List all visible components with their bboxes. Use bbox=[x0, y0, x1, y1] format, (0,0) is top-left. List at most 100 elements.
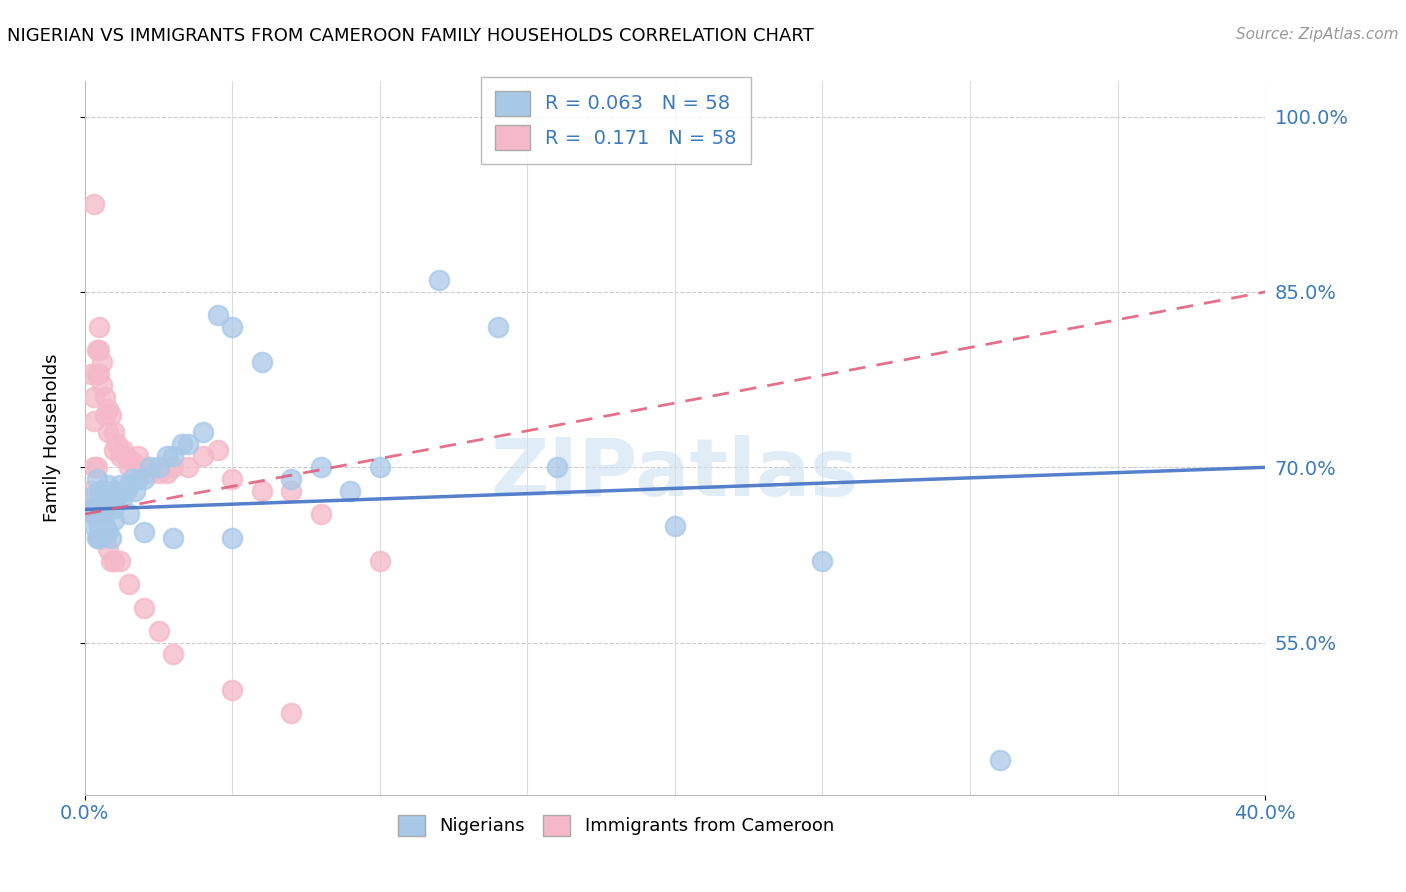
Point bbox=[368, 460, 391, 475]
Point bbox=[89, 483, 111, 498]
Point bbox=[100, 554, 122, 568]
Point bbox=[191, 425, 214, 440]
Point bbox=[100, 531, 122, 545]
Point bbox=[127, 472, 149, 486]
Point bbox=[97, 542, 120, 557]
Point bbox=[89, 518, 111, 533]
Point bbox=[91, 513, 114, 527]
Point bbox=[89, 531, 111, 545]
Point bbox=[103, 425, 125, 440]
Point bbox=[138, 460, 160, 475]
Point bbox=[89, 501, 111, 516]
Point bbox=[132, 460, 155, 475]
Point bbox=[89, 531, 111, 545]
Point bbox=[79, 483, 101, 498]
Point bbox=[89, 343, 111, 358]
Point bbox=[89, 320, 111, 334]
Point bbox=[103, 501, 125, 516]
Text: ZIPatlas: ZIPatlas bbox=[491, 434, 859, 513]
Point bbox=[118, 460, 141, 475]
Point bbox=[368, 554, 391, 568]
Point bbox=[94, 531, 117, 545]
Point bbox=[138, 466, 160, 480]
Point bbox=[280, 472, 302, 486]
Point bbox=[811, 554, 834, 568]
Point bbox=[177, 437, 200, 451]
Text: NIGERIAN VS IMMIGRANTS FROM CAMEROON FAMILY HOUSEHOLDS CORRELATION CHART: NIGERIAN VS IMMIGRANTS FROM CAMEROON FAM… bbox=[7, 27, 814, 45]
Point bbox=[118, 507, 141, 521]
Point bbox=[280, 483, 302, 498]
Point bbox=[91, 355, 114, 369]
Point bbox=[988, 753, 1011, 767]
Point bbox=[91, 518, 114, 533]
Point bbox=[83, 501, 105, 516]
Point bbox=[221, 320, 243, 334]
Point bbox=[89, 507, 111, 521]
Point bbox=[86, 507, 108, 521]
Point bbox=[121, 454, 143, 468]
Point bbox=[83, 507, 105, 521]
Point bbox=[86, 507, 108, 521]
Point bbox=[97, 425, 120, 440]
Point bbox=[132, 524, 155, 539]
Point bbox=[156, 449, 179, 463]
Point bbox=[172, 437, 194, 451]
Point bbox=[94, 390, 117, 404]
Point bbox=[83, 518, 105, 533]
Point bbox=[664, 518, 686, 533]
Point bbox=[546, 460, 568, 475]
Point bbox=[339, 483, 361, 498]
Point bbox=[91, 495, 114, 509]
Point bbox=[97, 524, 120, 539]
Point bbox=[83, 507, 105, 521]
Point bbox=[86, 367, 108, 381]
Point bbox=[221, 472, 243, 486]
Point bbox=[100, 495, 122, 509]
Point bbox=[191, 449, 214, 463]
Point bbox=[103, 513, 125, 527]
Point bbox=[103, 483, 125, 498]
Point bbox=[112, 442, 135, 457]
Point bbox=[83, 197, 105, 211]
Point bbox=[132, 600, 155, 615]
Point bbox=[250, 483, 273, 498]
Point bbox=[162, 531, 184, 545]
Point bbox=[79, 367, 101, 381]
Point bbox=[427, 273, 450, 287]
Point bbox=[94, 408, 117, 422]
Point bbox=[118, 478, 141, 492]
Point bbox=[100, 408, 122, 422]
Point bbox=[97, 478, 120, 492]
Point bbox=[108, 554, 131, 568]
Point bbox=[86, 531, 108, 545]
Point bbox=[162, 460, 184, 475]
Point bbox=[79, 490, 101, 504]
Point bbox=[94, 507, 117, 521]
Point bbox=[207, 309, 229, 323]
Point bbox=[83, 413, 105, 427]
Text: Source: ZipAtlas.com: Source: ZipAtlas.com bbox=[1236, 27, 1399, 42]
Point bbox=[148, 624, 170, 638]
Point bbox=[108, 449, 131, 463]
Point bbox=[86, 472, 108, 486]
Point bbox=[121, 472, 143, 486]
Point bbox=[162, 648, 184, 662]
Point bbox=[108, 478, 131, 492]
Point bbox=[148, 460, 170, 475]
Point bbox=[250, 355, 273, 369]
Point bbox=[103, 442, 125, 457]
Point bbox=[486, 320, 509, 334]
Point bbox=[221, 682, 243, 697]
Point bbox=[86, 460, 108, 475]
Point bbox=[207, 442, 229, 457]
Point bbox=[309, 507, 332, 521]
Point bbox=[280, 706, 302, 720]
Point bbox=[127, 449, 149, 463]
Point bbox=[103, 554, 125, 568]
Point bbox=[91, 531, 114, 545]
Point bbox=[97, 501, 120, 516]
Point bbox=[309, 460, 332, 475]
Point bbox=[94, 518, 117, 533]
Point bbox=[148, 466, 170, 480]
Point bbox=[162, 449, 184, 463]
